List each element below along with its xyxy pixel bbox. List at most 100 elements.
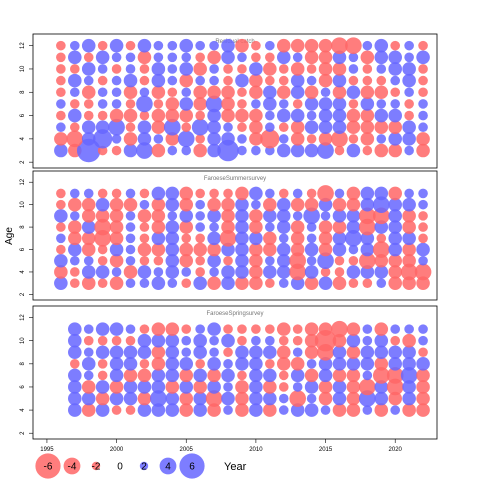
residual-bubble [111,99,122,109]
residual-bubble [265,255,275,266]
residual-bubble [388,265,402,279]
residual-bubble [278,405,289,415]
residual-bubble [137,242,152,257]
residual-bubble [209,75,219,86]
panels: Residual catch24681012FaroeseSummersurve… [20,33,438,440]
residual-bubble [249,276,263,290]
residual-bubble [151,333,166,348]
residual-bubble [139,87,150,98]
residual-bubble [125,211,136,221]
residual-bubble [265,75,275,86]
residual-bubble [306,188,317,199]
residual-bubble [137,209,152,223]
residual-bubble [346,368,361,383]
residual-bubble [165,403,180,417]
residual-bubble [81,209,96,223]
residual-bubble [97,370,108,381]
residual-bubble [165,231,180,246]
y-tick-label: 6 [20,385,26,389]
residual-bubble [56,64,66,74]
residual-bubble [332,97,347,111]
residual-bubble [332,62,347,76]
residual-bubble [390,99,401,109]
residual-bubble [332,108,347,123]
residual-bubble [97,188,108,199]
residual-bubble [418,211,428,221]
residual-bubble [69,99,80,109]
residual-bubble [416,276,430,290]
residual-bubble [362,145,373,156]
residual-bubble [137,132,152,146]
residual-bubble [374,186,389,201]
residual-bubble [304,242,319,257]
legend-bubble [63,457,81,475]
residual-bubble [181,52,192,63]
y-tick-label: 4 [20,408,26,412]
residual-bubble [249,345,263,360]
residual-bubble [263,403,277,417]
residual-bubble [66,130,84,148]
residual-bubble [360,242,375,257]
legend-label: -6 [44,462,53,473]
residual-bubble [332,85,347,100]
residual-bubble [346,391,361,406]
residual-bubble [151,143,166,158]
residual-bubble [276,345,291,360]
residual-bubble [83,255,94,266]
panel-frame [32,305,438,440]
residual-bubble [418,255,428,266]
residual-bubble [68,345,82,360]
residual-bubble [318,120,333,135]
residual-bubble [179,197,194,212]
residual-bubble [54,265,68,279]
residual-bubble [209,267,219,277]
residual-bubble [418,233,428,244]
residual-bubble [83,188,94,199]
residual-bubble [68,322,82,336]
residual-bubble [346,143,361,158]
residual-bubble [221,276,235,290]
y-tick-label: 8 [20,225,26,229]
residual-bubble [249,132,263,146]
residual-bubble [139,110,150,121]
residual-bubble [304,265,319,279]
residual-bubble [303,207,320,225]
residual-bubble [348,75,359,86]
legend-bubble [91,461,101,471]
residual-bubble [404,52,414,63]
residual-bubble [251,324,261,334]
residual-bubble [304,403,319,417]
residual-bubble [125,64,136,74]
residual-bubble [374,143,389,158]
residual-bubble [111,405,122,415]
residual-bubble [191,118,209,136]
residual-bubble [388,357,402,371]
residual-bubble [167,52,178,63]
residual-bubble [123,265,138,279]
residual-bubble [376,233,387,244]
residual-bubble [97,87,108,98]
residual-bubble [345,229,362,247]
residual-bubble [56,188,66,199]
residual-bubble [416,380,430,394]
residual-bubble [318,322,333,336]
residual-bubble [346,380,361,394]
residual-bubble [193,143,207,158]
residual-bubble [332,73,347,88]
residual-bubble [81,265,96,279]
residual-bubble [93,129,113,149]
residual-bubble [237,145,247,156]
residual-bubble [81,403,96,417]
residual-bubble [179,220,194,234]
residual-bubble [97,244,108,255]
residual-bubble [404,40,414,51]
residual-bubble [217,139,239,162]
residual-bubble [167,40,178,51]
residual-bubble [359,378,376,396]
residual-bubble [221,85,235,100]
residual-bubble [292,188,303,199]
residual-bubble [207,50,221,65]
residual-bubble [390,405,401,415]
residual-bubble [276,197,291,212]
residual-bubble [207,231,221,246]
